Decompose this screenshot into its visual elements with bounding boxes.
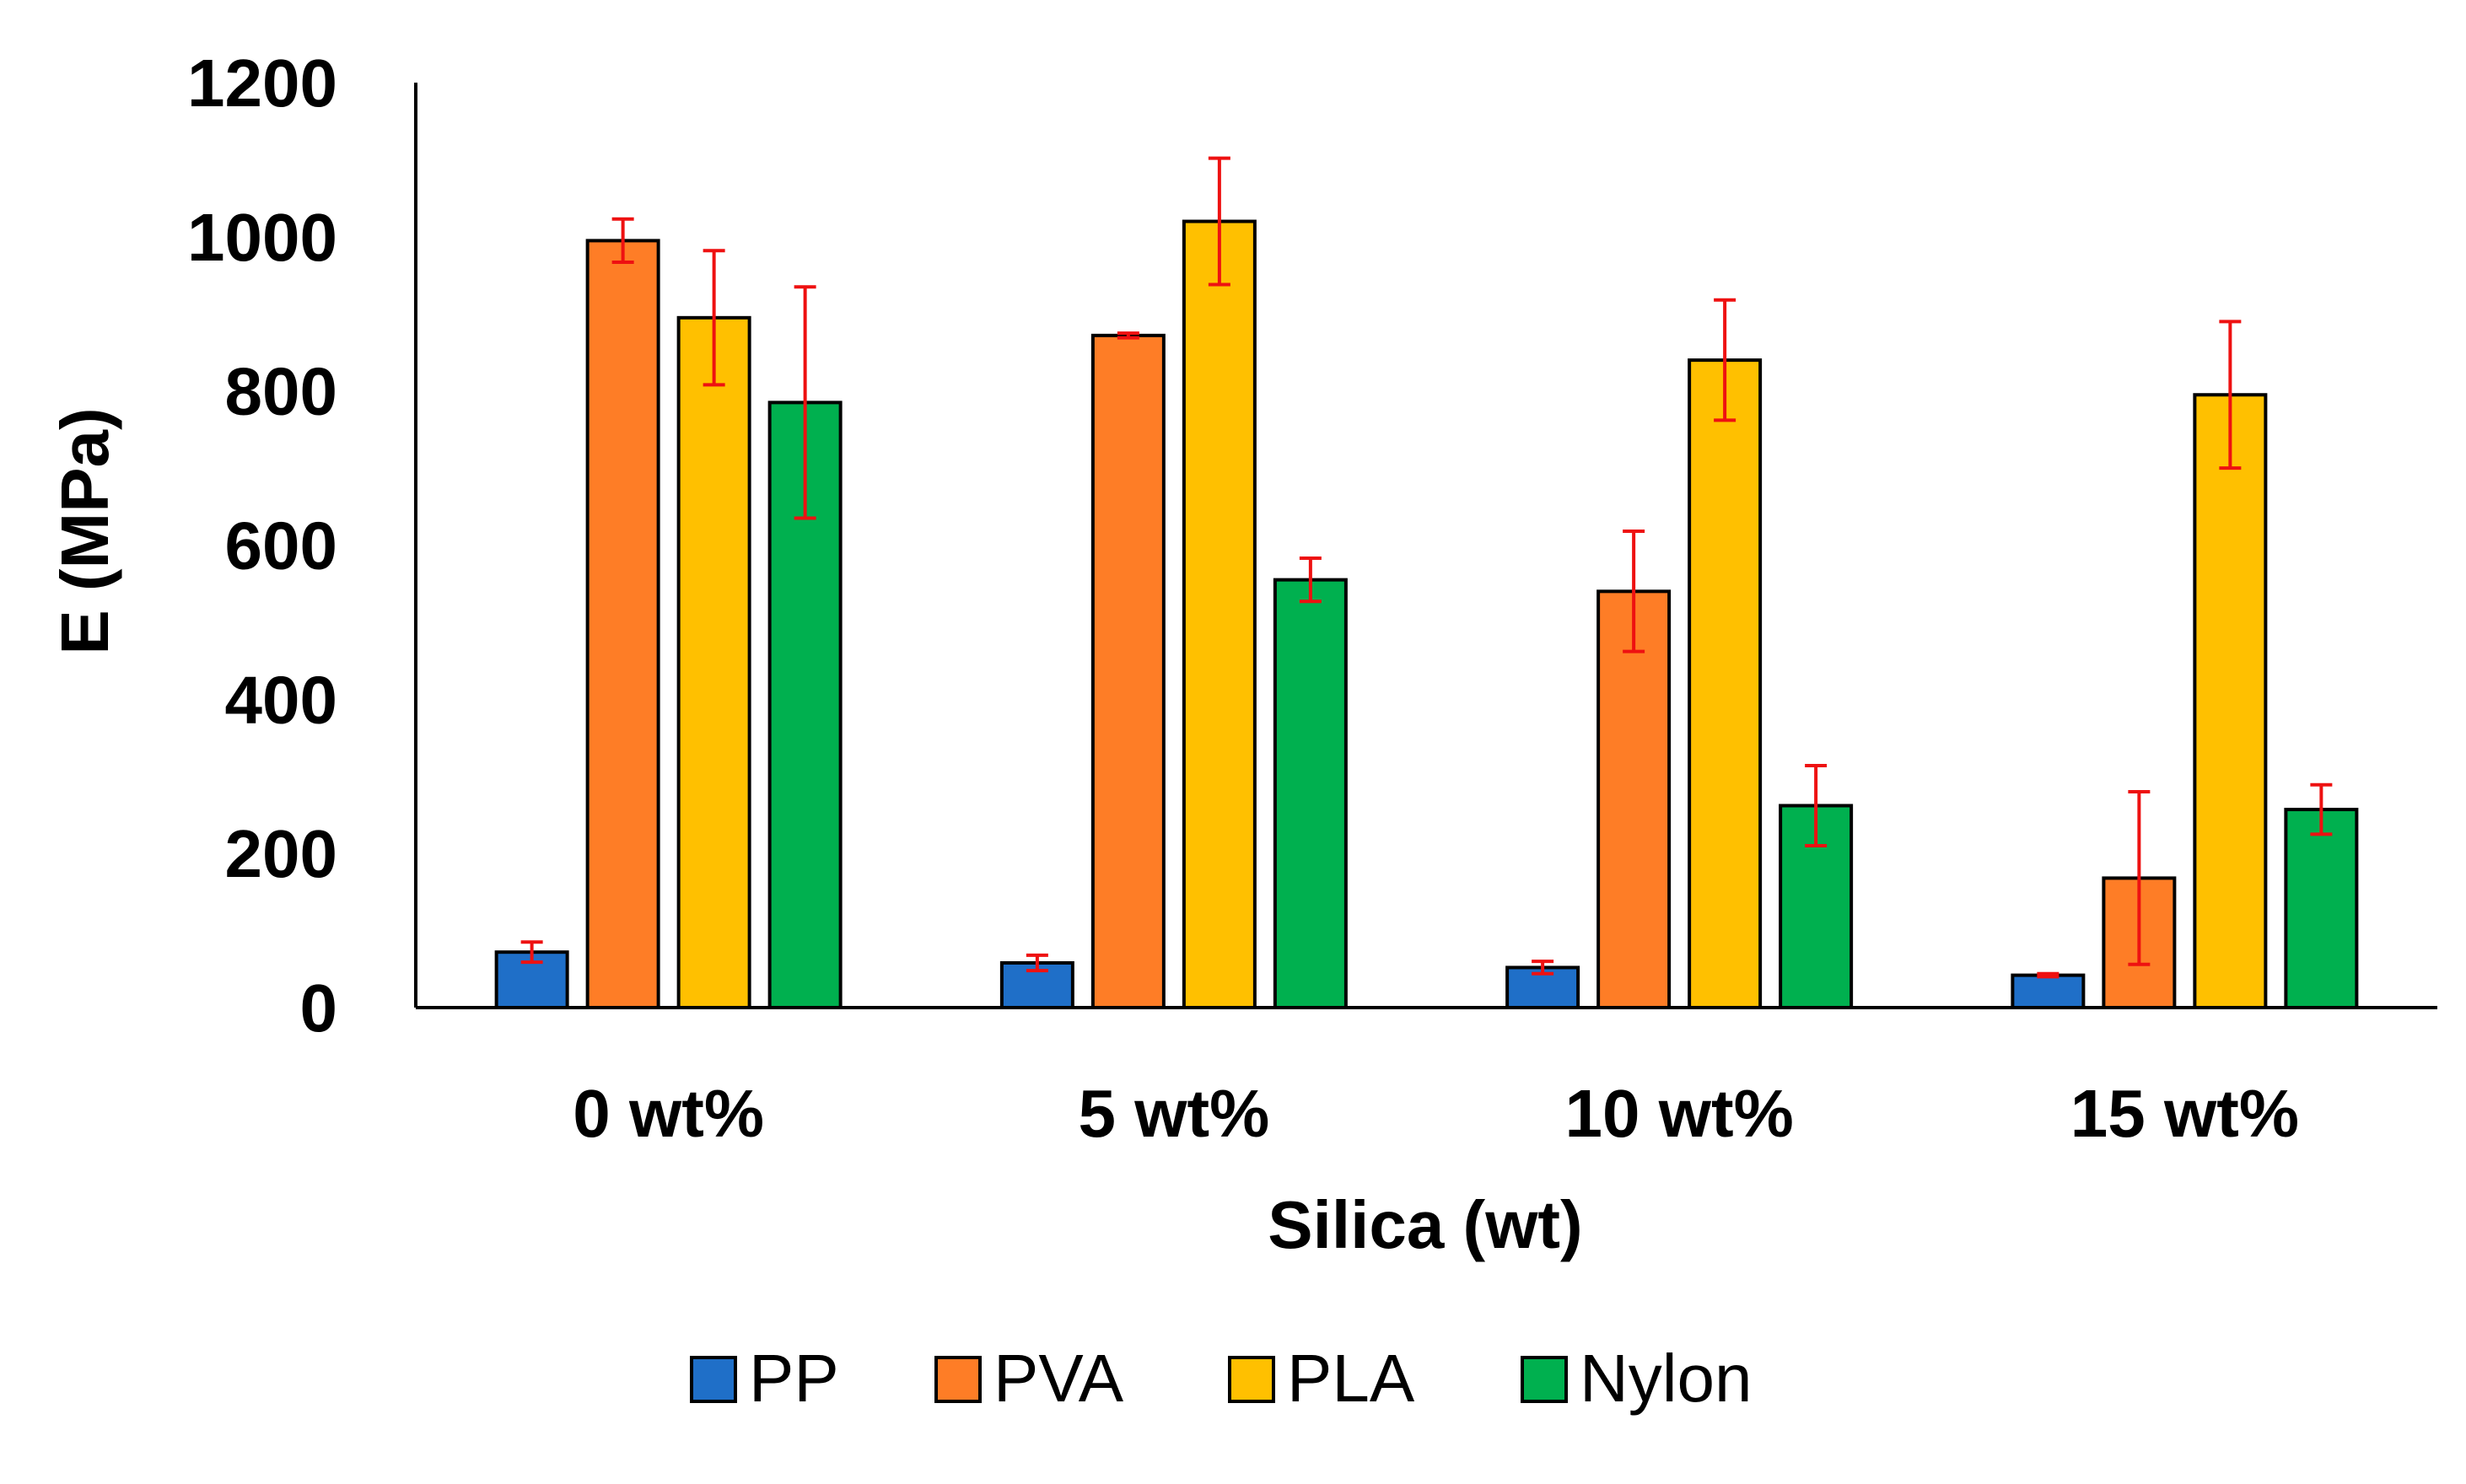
legend-item-pla: PLA [1228,1341,1415,1416]
error-bar-pla-1 [1208,156,1230,287]
y-tick-label: 200 [225,816,337,891]
bars [494,219,2359,1010]
bar-pla-3 [2193,393,2268,1009]
bar-nylon-3 [2284,808,2359,1009]
legend-swatch [934,1356,982,1403]
legend-swatch [690,1356,737,1403]
bar-pp-3 [2011,973,2086,1009]
legend-label: Nylon [1580,1341,1753,1416]
error-bar-pva-2 [1623,530,1645,653]
y-tick-label: 600 [225,508,337,583]
bar-pla-0 [676,315,751,1009]
bar-pla-1 [1182,219,1257,1009]
legend-label: PVA [993,1341,1124,1416]
bar-nylon-1 [1273,578,1348,1009]
x-tick-label: 15 wt% [2070,1076,2299,1151]
x-tick-label: 10 wt% [1565,1076,1794,1151]
error-bar-pla-0 [703,249,725,387]
bar-pva-1 [1090,333,1166,1009]
bar-pp-2 [1505,965,1580,1010]
error-bar-nylon-2 [1805,763,1828,848]
error-bar-pla-3 [2219,320,2242,470]
legend-item-pp: PP [690,1341,839,1416]
error-bar-nylon-1 [1299,556,1322,604]
error-bar-pp-1 [1026,953,1048,973]
legend-label: PP [749,1341,839,1416]
y-tick-label: 400 [225,662,337,737]
bar-pva-0 [585,239,660,1009]
error-bar-pva-1 [1117,331,1139,340]
legend-item-pva: PVA [934,1341,1124,1416]
x-axis-title: Silica (wt) [1268,1187,1582,1262]
bar-pla-2 [1688,358,1763,1010]
y-tick-label: 0 [300,971,338,1046]
error-bar-pva-0 [611,217,634,265]
error-bar-pp-2 [1532,960,1554,976]
error-bar-pp-3 [2037,971,2059,979]
error-bar-pla-2 [1714,298,1736,422]
y-tick-label: 1200 [187,46,337,121]
y-tick-labels: 0 200 400 600 800 1000 1200 [187,46,337,1046]
legend-swatch [1228,1356,1275,1403]
error-bar-nylon-0 [794,285,816,520]
error-bar-pp-0 [520,940,543,965]
y-tick-label: 1000 [187,200,337,275]
error-bar-nylon-3 [2310,782,2333,836]
legend-label: PLA [1287,1341,1415,1416]
x-tick-label: 5 wt% [1079,1076,1270,1151]
bar-pva-2 [1596,589,1672,1009]
y-tick-label: 800 [225,354,337,429]
error-bars [520,156,2333,979]
error-bar-pva-3 [2128,790,2151,966]
legend: PP PVA PLA Nylon [690,1341,1753,1416]
x-tick-labels: 0 wt% 5 wt% 10 wt% 15 wt% [573,1076,2299,1151]
y-axis-title: E (MPa) [47,407,122,654]
legend-item-nylon: Nylon [1521,1341,1753,1416]
legend-swatch [1521,1356,1568,1403]
x-tick-label: 0 wt% [573,1076,764,1151]
